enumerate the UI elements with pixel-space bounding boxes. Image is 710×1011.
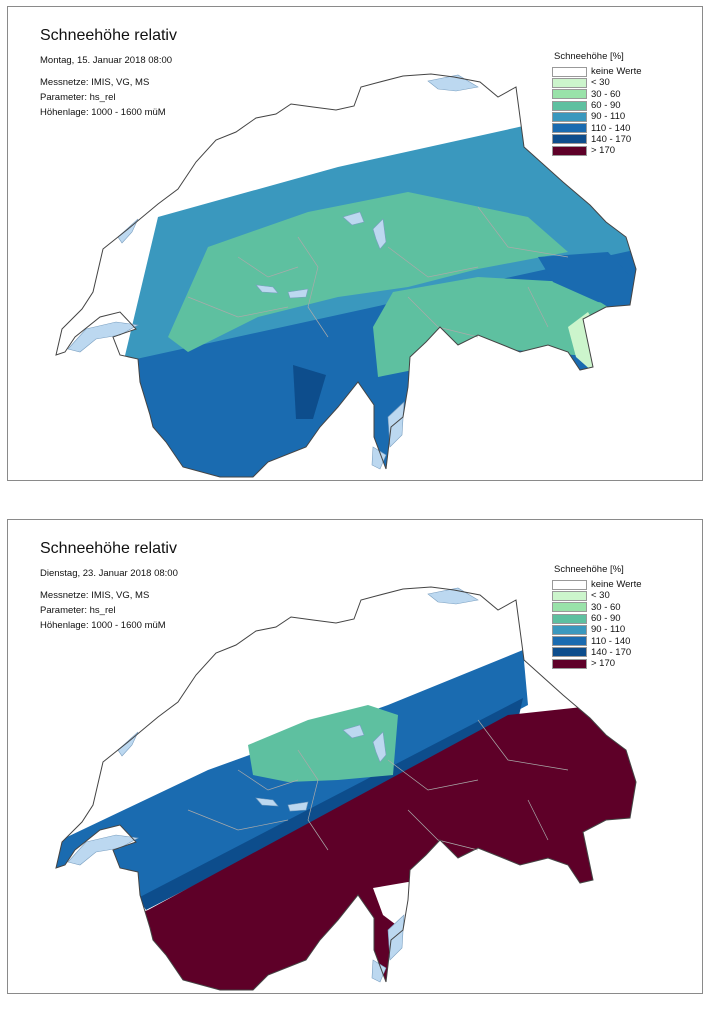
legend-swatch <box>552 636 587 647</box>
map-metadata: Messnetze: IMIS, VG, MS Parameter: hs_re… <box>40 75 166 120</box>
snow-depth-map-1 <box>55 73 637 478</box>
legend-swatch <box>552 100 587 111</box>
legend-label: > 170 <box>591 145 616 157</box>
legend-title: Schneehöhe [%] <box>554 51 624 62</box>
lakes-1 <box>67 74 479 470</box>
map-metadata: Messnetze: IMIS, VG, MS Parameter: hs_re… <box>40 588 166 633</box>
map-title: Schneehöhe relativ <box>40 540 177 557</box>
meta-networks: Messnetze: IMIS, VG, MS <box>40 77 150 88</box>
meta-parameter: Parameter: hs_rel <box>40 92 116 103</box>
map-date: Dienstag, 23. Januar 2018 08:00 <box>40 568 178 579</box>
legend-label: 30 - 60 <box>591 601 621 613</box>
legend-swatch <box>552 145 587 156</box>
legend-swatch <box>552 624 587 635</box>
legend-label: 110 - 140 <box>591 122 631 134</box>
legend-item: > 170 <box>552 145 642 156</box>
legend-label: 140 - 170 <box>591 646 632 658</box>
legend-label: 90 - 110 <box>591 624 626 636</box>
legend-item: keine Werte <box>552 66 642 77</box>
legend-item: 30 - 60 <box>552 89 642 100</box>
legend-item: 60 - 90 <box>552 613 642 624</box>
legend-label: 30 - 60 <box>591 88 621 100</box>
legend-item: 90 - 110 <box>552 111 642 122</box>
legend-swatch <box>552 66 587 77</box>
legend-label: 60 - 90 <box>591 613 621 625</box>
legend-swatch <box>552 89 587 100</box>
legend-item: > 170 <box>552 658 642 669</box>
legend-swatch <box>552 579 587 590</box>
legend-item: 60 - 90 <box>552 100 642 111</box>
legend: Schneehöhe [%] keine Werte < 30 30 - 60 … <box>552 51 642 156</box>
legend-label: > 170 <box>591 658 616 670</box>
meta-parameter: Parameter: hs_rel <box>40 605 116 616</box>
legend-label: 110 - 140 <box>591 635 631 647</box>
legend-swatch <box>552 590 587 601</box>
legend-item: keine Werte <box>552 579 642 590</box>
map-title: Schneehöhe relativ <box>40 27 177 44</box>
map-panel-2: Schneehöhe relativ Dienstag, 23. Januar … <box>7 519 703 994</box>
legend-item: 30 - 60 <box>552 602 642 613</box>
legend-swatch <box>552 602 587 613</box>
legend-title: Schneehöhe [%] <box>554 564 624 575</box>
legend-label: 140 - 170 <box>591 133 632 145</box>
legend-item: 140 - 170 <box>552 647 642 658</box>
legend-swatch <box>552 123 587 134</box>
legend-label: keine Werte <box>591 66 642 78</box>
legend-swatch <box>552 658 587 669</box>
legend-item: 140 - 170 <box>552 134 642 145</box>
legend-item: 110 - 140 <box>552 635 642 647</box>
map-panel-1: Schneehöhe relativ Montag, 15. Januar 20… <box>7 6 703 481</box>
lakes-2 <box>67 587 479 983</box>
snow-depth-map-2 <box>55 586 637 991</box>
legend-swatch <box>552 134 587 145</box>
meta-elevation: Höhenlage: 1000 - 1600 müM <box>40 107 166 118</box>
legend-swatch <box>552 613 587 624</box>
legend-label: keine Werte <box>591 579 642 591</box>
meta-networks: Messnetze: IMIS, VG, MS <box>40 590 150 601</box>
cantonal-boundaries-1 <box>187 206 569 338</box>
legend-swatch <box>552 77 587 88</box>
legend-swatch <box>552 111 587 122</box>
legend-item: 90 - 110 <box>552 624 642 635</box>
cantonal-boundaries-2 <box>187 719 569 851</box>
legend-item: < 30 <box>552 77 642 88</box>
legend-label: 60 - 90 <box>591 100 621 112</box>
legend-label: < 30 <box>591 590 610 602</box>
meta-elevation: Höhenlage: 1000 - 1600 müM <box>40 620 166 631</box>
legend-swatch <box>552 647 587 658</box>
legend-label: 90 - 110 <box>591 111 626 123</box>
legend: Schneehöhe [%] keine Werte < 30 30 - 60 … <box>552 564 642 669</box>
map-date: Montag, 15. Januar 2018 08:00 <box>40 55 173 66</box>
legend-label: < 30 <box>591 77 610 89</box>
legend-item: 110 - 140 <box>552 122 642 134</box>
legend-item: < 30 <box>552 590 642 601</box>
